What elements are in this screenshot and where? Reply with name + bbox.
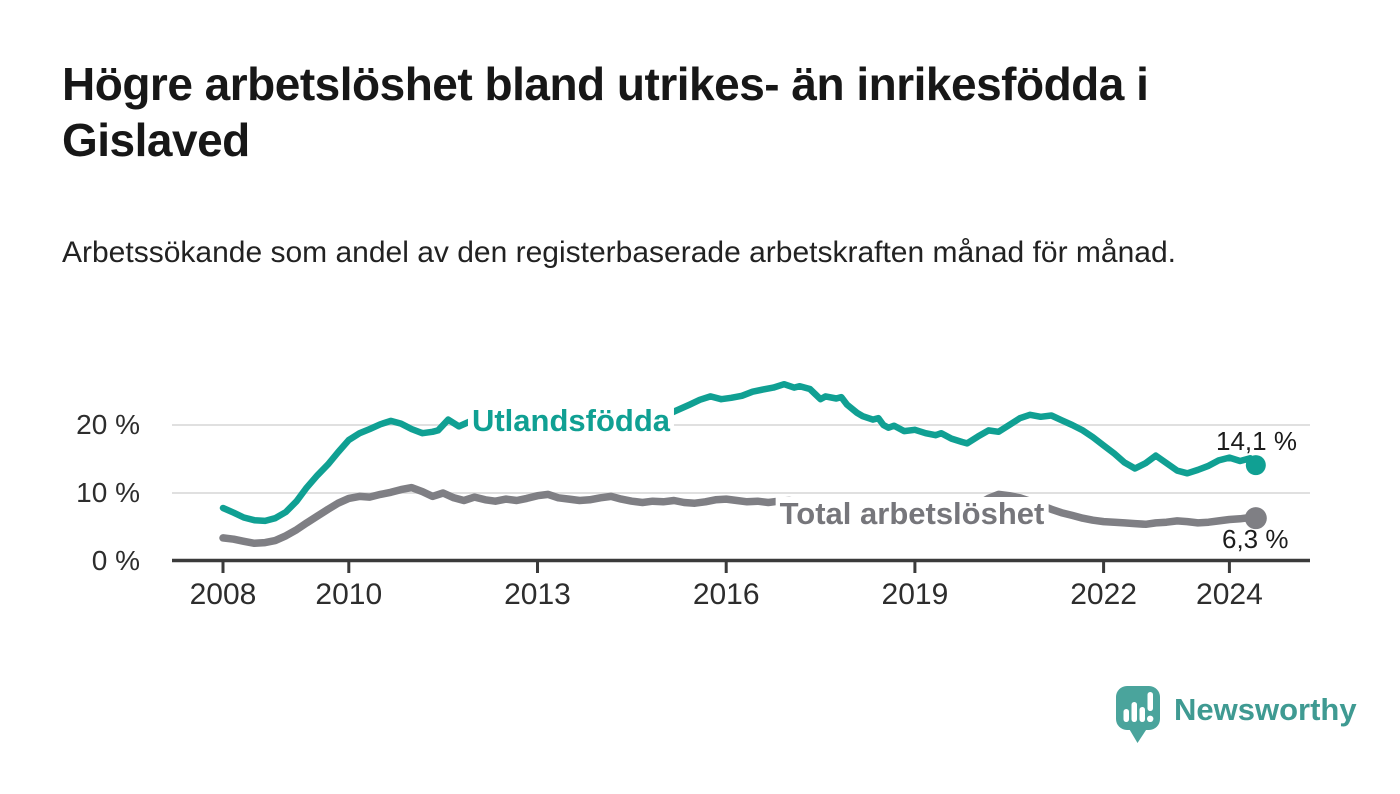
x-tick-label: 2013	[504, 578, 571, 611]
series-line-utlandsfodda	[219, 380, 1260, 525]
end-dot-total-arbetsloshet	[1244, 507, 1267, 530]
speech-bubble-bar-chart-icon	[1116, 686, 1160, 743]
y-tick-label: 10 %	[76, 477, 140, 508]
x-tick-label: 2010	[315, 578, 383, 611]
newsworthy-logo: Newsworthy	[1112, 684, 1357, 748]
series-label-total-arbetsloshet: Total arbetslöshet	[775, 497, 1049, 531]
x-tick-label: 2008	[189, 578, 257, 611]
end-dot-utlandsfodda	[1245, 455, 1266, 476]
x-tick-label: 2024	[1196, 578, 1263, 611]
x-tick-label: 2022	[1070, 578, 1137, 611]
chart-title: Högre arbetslöshet bland utrikes- än inr…	[62, 58, 1149, 167]
end-value-label-total-arbetsloshet: 6,3 %	[1222, 524, 1289, 554]
end-value-label-utlandsfodda: 14,1 %	[1216, 426, 1297, 456]
y-tick-label: 20 %	[76, 409, 140, 440]
y-tick-label: 0 %	[91, 545, 140, 576]
newsworthy-wordmark: Newsworthy	[1174, 692, 1357, 727]
series-line-total-arbetsloshet	[219, 483, 1260, 548]
series-label-utlandsfodda: Utlandsfödda	[467, 404, 675, 438]
x-tick-label: 2016	[692, 578, 760, 611]
chart-subtitle: Arbetssökande som andel av den registerb…	[62, 236, 1176, 269]
x-tick-label: 2019	[881, 578, 949, 611]
